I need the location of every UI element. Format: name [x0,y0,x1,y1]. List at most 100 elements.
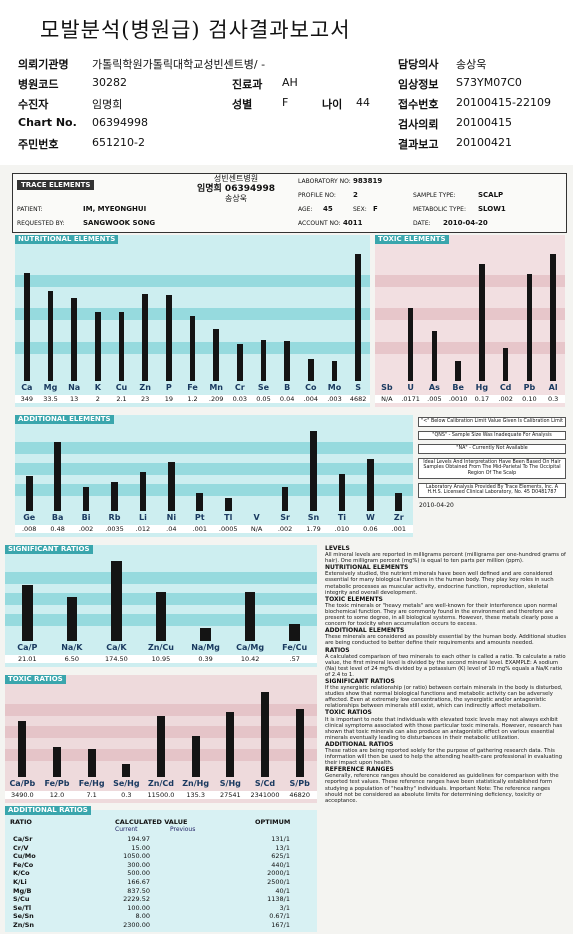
table-cell: 2300.00 [123,921,150,929]
field-value: 20100421 [456,136,512,149]
stamp-line: 성빈센트병원 [213,174,259,183]
element-value: .005 [422,395,447,403]
note: Ideal Levels And Interpretation Have Bee… [418,457,566,479]
element-label: Na/Mg [191,643,220,652]
bar [338,473,346,511]
element-label: Ca [21,383,33,392]
table-cell: 15.00 [131,843,150,852]
lab-field-value: IM, MYEONGHUI [83,205,147,213]
lab-field-label: PROFILE NO: [298,192,336,199]
column-header: RATIO [10,818,32,826]
bar [122,763,131,777]
element-label: S/Pb [289,779,310,788]
element-label: Fe [187,383,198,392]
element-value: 11500.0 [143,791,179,799]
element-label: Tl [224,513,233,522]
table-cell: Mg/B [13,886,32,895]
element-value: 10.42 [227,655,273,663]
element-value: 21.01 [5,655,50,663]
table-cell: 2500/1 [267,878,290,886]
band [15,442,413,454]
bar [111,482,118,511]
bar [25,475,33,511]
element-value: 12.0 [39,791,75,799]
element-label: V [253,513,260,522]
element-value: .001 [384,525,413,533]
bar [200,628,211,641]
field-label: 의뢰기관명 [18,58,69,71]
panel-title: SIGNIFICANT RATIOS [5,545,93,554]
element-value: .001 [185,525,214,533]
bar [395,492,403,511]
band [5,703,317,716]
notes: "<" Below Calibration Limit Value Given … [418,417,566,545]
band [375,274,565,287]
ratio-table: ADDITIONAL RATIOS RATIO CALCULATED VALUE OP… [5,806,317,932]
table-cell: K/Co [13,869,30,878]
section-heading: REFERENCE RANGES [325,766,394,774]
element-value: 33.5 [38,395,63,403]
lab-field-value: 2 [353,191,358,199]
table-cell: 166.67 [127,878,150,886]
section-text: These minerals are considered as possibl… [325,634,567,647]
panel-title: NUTRITIONAL ELEMENTS [15,235,119,244]
field-value: 송상욱 [456,58,487,71]
element-label: Li [138,513,147,522]
field-value: 20100415-22109 [456,96,551,109]
element-value: 0.3 [109,791,144,799]
stamp-line: 임명희 06394998 [196,184,276,194]
element-label: W [365,513,375,522]
field-label: 진료과 [232,78,263,91]
table-cell: 300.00 [127,860,150,869]
bar [260,691,270,777]
table-cell: 40/1 [275,886,290,895]
section-text: All mineral levels are reported in milli… [325,552,566,565]
bar [331,360,338,381]
lab-field-value: 45 [323,205,333,213]
field-label: 수진자 [18,98,49,111]
element-label: Ba [51,513,64,522]
section-heading: LEVELS [325,545,350,552]
table-cell: 0.67/1 [269,912,290,921]
element-value: 10.95 [138,655,184,663]
bar [118,311,125,381]
bar [502,347,509,381]
chart-panel: SIGNIFICANT RATIOS Ca/P 21.01 Na/K 6.50 Ca/K 1… [5,545,317,667]
element-value: 23 [133,395,157,403]
bar [167,462,175,511]
element-label: As [428,383,440,392]
section-text: These ratios are being reported solely f… [325,748,563,767]
element-value: .004 [299,395,323,403]
element-value: 0.05 [251,395,276,403]
element-value: 2341000 [247,791,283,799]
lab-field-value: F [373,205,378,213]
element-value: 0.04 [275,395,299,403]
element-label: S [355,383,362,392]
element-value: 27541 [213,791,248,799]
band [5,572,317,584]
chart-panel: TOXIC ELEMENTS Sb N/A U .0171 As .005 Be .0010 Hg… [375,235,565,407]
section-text: Extensively studied, the nutrient minera… [325,571,554,596]
field-value: 임명희 [92,98,123,111]
note: "NA" - Currently Not Available [418,444,566,454]
element-label: Sb [381,383,393,392]
table-cell: S/Cu [13,895,30,904]
element-label: Na [68,383,81,392]
element-label: Ti [337,513,347,522]
note: "QNS" - Sample Size Was Inadequate For A… [418,430,566,441]
bar [21,584,33,641]
element-value: 46820 [282,791,317,799]
lab-logo: TRACE ELEMENTS [17,180,95,190]
table-cell: 2229.52 [123,895,150,904]
bar [479,264,485,381]
table-title: ADDITIONAL RATIOS [5,806,91,815]
table-cell: 100.00 [127,903,150,912]
band [15,463,413,475]
element-value: .010 [327,525,357,533]
lab-field-value: 983819 [353,177,383,185]
element-label: Mo [327,383,342,392]
subcolumn-header: Current [115,826,138,833]
element-label: B [284,383,291,392]
element-label: Na/K [61,643,83,652]
field-value: AH [282,76,298,89]
